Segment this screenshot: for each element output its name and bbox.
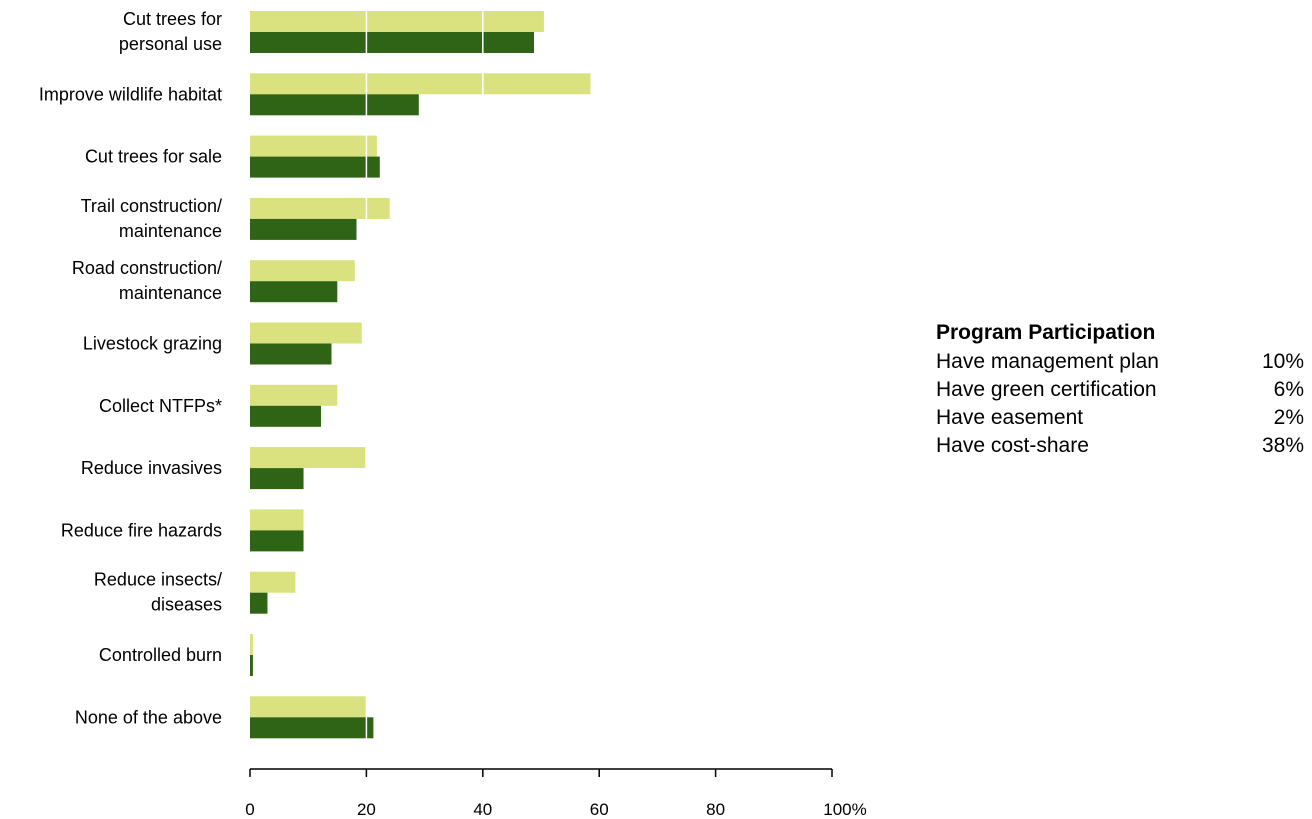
bar-series-2-6 bbox=[250, 405, 322, 427]
bar-series-1-9 bbox=[250, 571, 296, 593]
gridlines bbox=[365, 10, 717, 740]
bar-series-1-0 bbox=[250, 11, 544, 32]
bar-series-2-3 bbox=[250, 218, 357, 240]
bar-series-1-11 bbox=[250, 696, 367, 718]
bar-series-2-0 bbox=[250, 32, 535, 53]
bar-series-1-1 bbox=[250, 73, 591, 95]
category-label: Reduce insects/diseases bbox=[94, 570, 222, 615]
participation-label: Have management plan bbox=[936, 350, 1159, 373]
bar-series-1-7 bbox=[250, 447, 366, 469]
category-label: Cut trees for sale bbox=[85, 147, 222, 167]
bar-series-2-5 bbox=[250, 343, 332, 365]
bar-series-2-8 bbox=[250, 530, 304, 552]
bar-chart: Cut trees for personal use Improve wildlif… bbox=[39, 9, 867, 819]
x-tick-label: 100% bbox=[823, 800, 866, 819]
x-tick-label: 60 bbox=[590, 800, 609, 819]
bar-series-1-5 bbox=[250, 322, 362, 344]
bar-series-1-2 bbox=[250, 135, 377, 157]
participation-value: 2% bbox=[1273, 406, 1304, 429]
category-label: Trail construction/maintenance bbox=[81, 196, 222, 241]
bar-series-2-4 bbox=[250, 281, 338, 303]
bar-series-2-11 bbox=[250, 717, 374, 739]
category-label: Collect NTFPs* bbox=[99, 396, 222, 416]
bars bbox=[250, 11, 591, 739]
participation-label: Have green certification bbox=[936, 378, 1157, 401]
category-label: Cut trees for personal use bbox=[119, 9, 222, 54]
x-tick-label: 20 bbox=[357, 800, 376, 819]
participation-label: Have easement bbox=[936, 406, 1084, 429]
bar-series-1-4 bbox=[250, 260, 355, 282]
participation-row-green-certification: Have green certification 6% bbox=[936, 376, 1304, 404]
program-participation-title: Program Participation bbox=[936, 321, 1156, 344]
bar-series-1-3 bbox=[250, 197, 390, 219]
participation-row-easement: Have easement 2% bbox=[936, 404, 1304, 432]
category-label: Reduce fire hazards bbox=[61, 520, 222, 540]
program-participation-panel: Program Participation Have management pl… bbox=[936, 318, 1304, 460]
category-label: None of the above bbox=[75, 707, 222, 727]
bar-series-2-10 bbox=[250, 655, 253, 676]
participation-value: 10% bbox=[1261, 350, 1304, 373]
category-label: Controlled burn bbox=[99, 645, 222, 665]
x-tick-label: 80 bbox=[706, 800, 725, 819]
bar-series-1-8 bbox=[250, 509, 304, 531]
bar-series-2-1 bbox=[250, 94, 419, 116]
bar-series-2-9 bbox=[250, 592, 268, 614]
participation-value: 38% bbox=[1261, 434, 1304, 457]
bar-series-2-7 bbox=[250, 468, 304, 490]
category-label: Improve wildlife habitat bbox=[39, 84, 222, 104]
category-label: Reduce invasives bbox=[81, 458, 222, 478]
category-label: Road construction/maintenance bbox=[72, 258, 222, 303]
participation-row-cost-share: Have cost-share 38% bbox=[936, 432, 1304, 460]
bar-series-1-6 bbox=[250, 384, 338, 406]
participation-value: 6% bbox=[1273, 378, 1304, 401]
x-tick-label: 40 bbox=[473, 800, 492, 819]
participation-row-management-plan: Have management plan 10% bbox=[936, 348, 1304, 376]
bar-series-2-2 bbox=[250, 156, 380, 178]
x-axis: 0 20 40 60 80 100% bbox=[245, 768, 867, 819]
category-label: Livestock grazing bbox=[83, 334, 222, 354]
category-labels: Cut trees for personal use Improve wildlif… bbox=[39, 9, 222, 727]
participation-label: Have cost-share bbox=[936, 434, 1089, 457]
bar-series-1-10 bbox=[250, 634, 253, 655]
x-tick-label: 0 bbox=[245, 800, 254, 819]
